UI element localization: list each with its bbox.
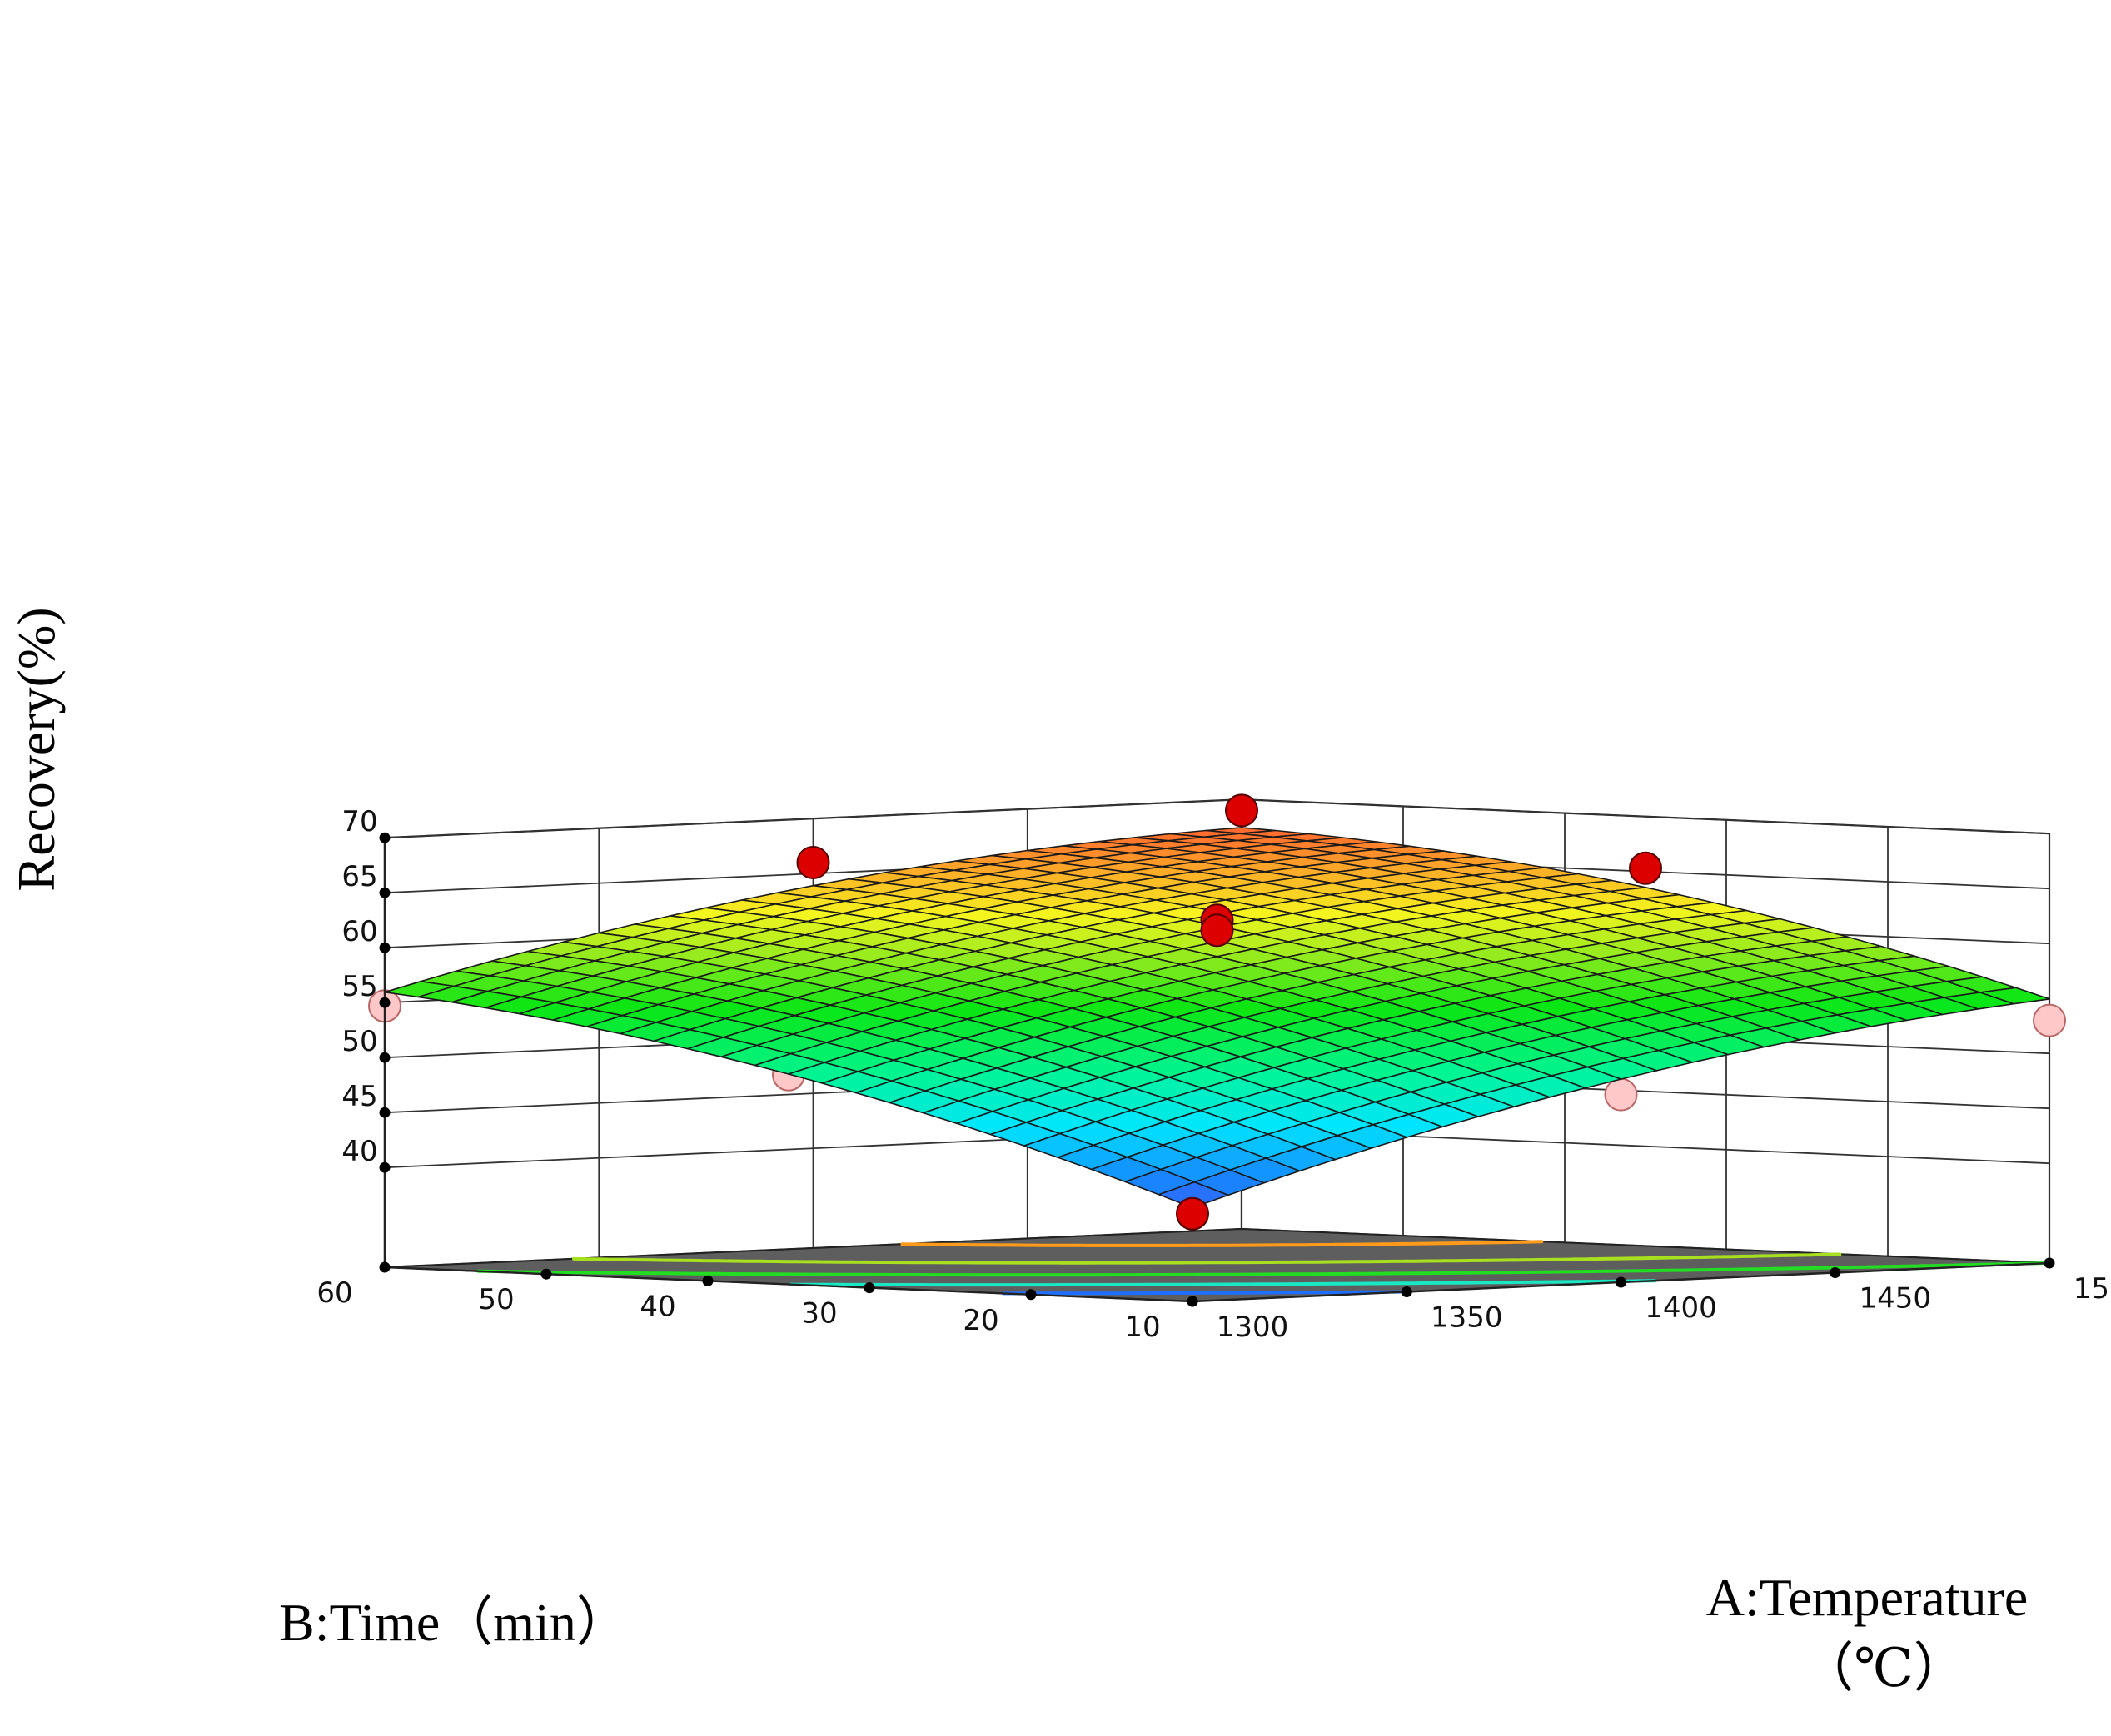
axes: 40 45 50 55 60 65 70 10 20 30 40 50 60 1300 1350 1400 14…: [316, 805, 2111, 1344]
y-tick-label: 40: [640, 1290, 675, 1323]
y-tick-mark: [702, 1275, 714, 1286]
x-axis-title-line1: A:Temperature: [1706, 1568, 2028, 1627]
x-tick-mark: [2044, 1257, 2055, 1269]
design-point: [796, 846, 830, 879]
x-tick-label: 1450: [1859, 1282, 1931, 1316]
y-tick-label: 20: [963, 1304, 998, 1337]
z-axis-title: Recovery(%): [7, 607, 66, 891]
z-tick-label: 45: [341, 1080, 377, 1113]
design-point: [1200, 913, 1234, 948]
y-axis-title: B:Time（min）: [279, 1593, 630, 1652]
contour-line-65: [900, 1240, 1544, 1247]
surface-cell: [1158, 1181, 1229, 1209]
y-axis-line: [384, 1266, 1193, 1303]
x-tick-mark: [1616, 1276, 1626, 1288]
y-tick-mark: [864, 1282, 875, 1294]
z-tick-label: 60: [341, 915, 377, 948]
x-axis-title-line2: （℃）: [1800, 1639, 1967, 1698]
x-tick-mark: [1401, 1286, 1412, 1297]
z-tick-mark: [379, 1052, 391, 1063]
x-tick-label: 1350: [1431, 1301, 1503, 1335]
x-tick-mark: [1187, 1296, 1198, 1307]
z-tick-label: 50: [341, 1025, 377, 1058]
y-tick-label: 60: [316, 1276, 352, 1310]
x-tick-label: 1300: [1217, 1311, 1289, 1344]
y-tick-mark: [1025, 1289, 1037, 1301]
y-tick-mark: [540, 1268, 552, 1280]
z-tick-label: 55: [341, 970, 377, 1003]
z-tick-mark: [379, 997, 391, 1008]
contour-line-45: [1001, 1290, 1410, 1296]
x-tick-label: 1400: [1645, 1291, 1717, 1325]
z-tick-mark: [379, 1107, 391, 1118]
design-point: [1225, 793, 1258, 828]
y-tick-label: 30: [801, 1297, 837, 1331]
design-point: [2033, 1003, 2066, 1037]
y-tick-label: 10: [1124, 1311, 1160, 1344]
z-tick-label: 40: [341, 1135, 377, 1168]
z-tick-mark: [379, 942, 391, 953]
contour-line-60: [572, 1252, 1842, 1265]
y-tick-mark: [379, 1261, 391, 1273]
x-tick-label: 1500: [2074, 1272, 2111, 1306]
y-tick-label: 50: [478, 1283, 514, 1316]
design-points-above: [796, 793, 1662, 1231]
design-point: [1176, 1196, 1209, 1231]
z-tick-label: 65: [341, 860, 377, 893]
z-tick-mark: [379, 887, 391, 898]
z-tick-mark: [379, 1161, 391, 1173]
design-point: [1629, 851, 1662, 885]
z-tick-label: 70: [341, 805, 377, 838]
z-tick-mark: [379, 832, 391, 843]
response-surface: [384, 827, 2050, 1209]
design-point: [1604, 1077, 1638, 1112]
x-tick-mark: [1830, 1267, 1841, 1278]
